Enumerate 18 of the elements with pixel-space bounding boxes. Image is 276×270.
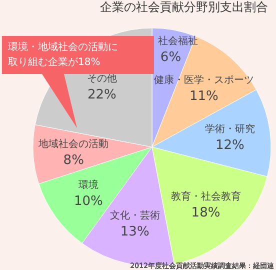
data-label: 8% bbox=[63, 152, 84, 168]
slice-label: 社会福祉 bbox=[158, 34, 198, 47]
slice-label: 学術・研究 bbox=[204, 123, 255, 136]
data-label: 12% bbox=[215, 138, 244, 154]
data-label: 10% bbox=[74, 194, 103, 210]
slice-label: 環境 bbox=[78, 179, 98, 192]
data-label: 11% bbox=[189, 89, 218, 104]
slice-label: 健康・医学・スポーツ bbox=[154, 74, 254, 86]
slice-label: その他 bbox=[86, 72, 117, 84]
text: 環境・地域社会の活動に取り組む企業が18% bbox=[7, 40, 119, 70]
slice-label: 教育・社会教育 bbox=[170, 190, 241, 202]
chart-title: 企業の社会貢献分野別支出割合 bbox=[100, 0, 268, 14]
slice-label: 文化・芸術 bbox=[110, 210, 160, 222]
data-label: 6% bbox=[160, 50, 182, 65]
slice-label: 地域社会の活動 bbox=[38, 138, 109, 150]
data-label: 22% bbox=[87, 87, 116, 102]
data-label: 13% bbox=[120, 224, 150, 240]
data-label: 18% bbox=[191, 205, 220, 220]
